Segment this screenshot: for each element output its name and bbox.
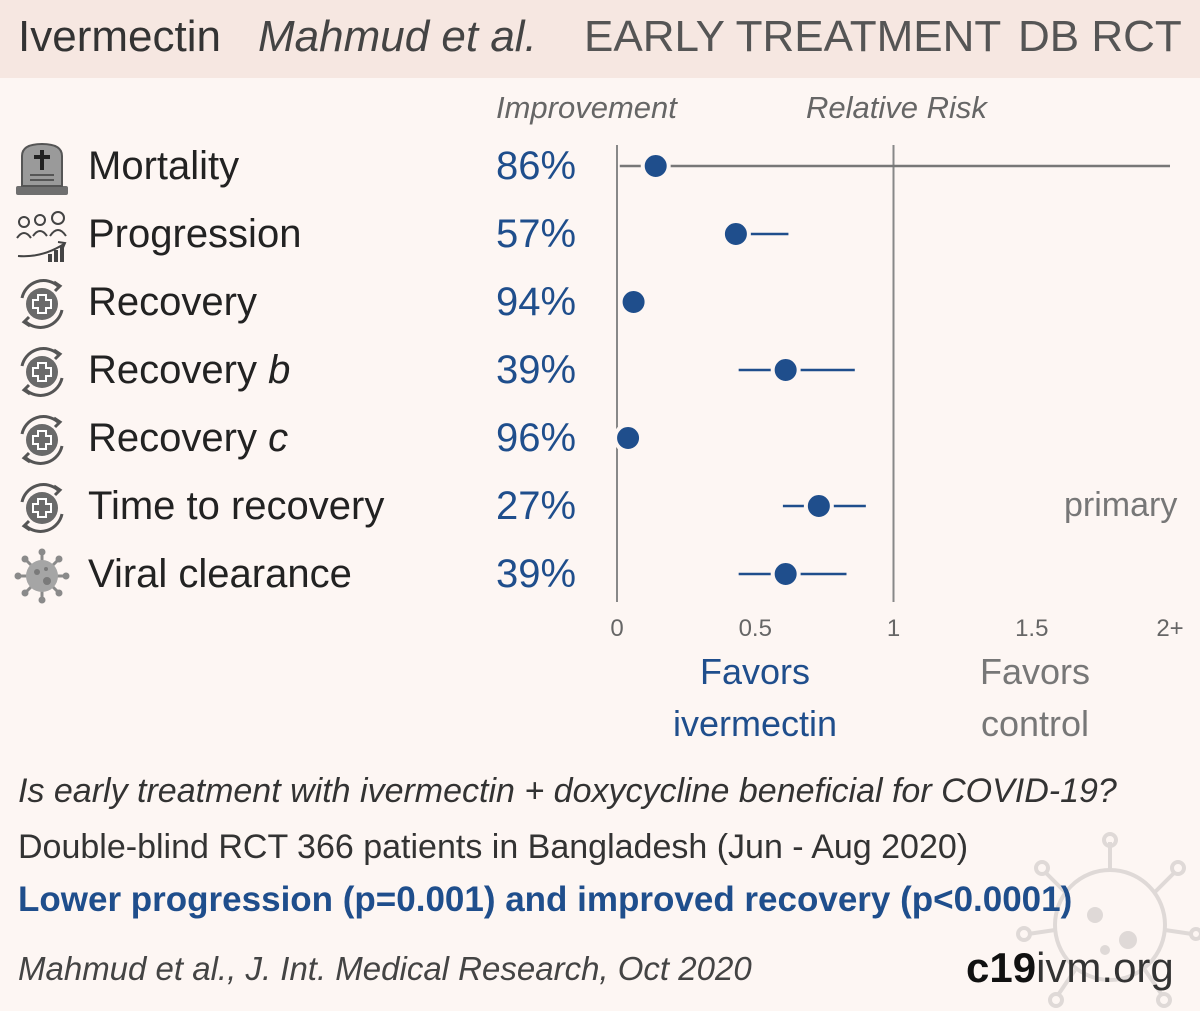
- estimate-point: [613, 423, 644, 453]
- estimate-point: [770, 355, 801, 385]
- treatment-stage: EARLY TREATMENT: [584, 12, 1002, 61]
- study-question: Is early treatment with ivermectin + dox…: [18, 772, 1117, 810]
- improvement-value: 39%: [496, 348, 577, 392]
- citation: Mahmud et al., J. Int. Medical Research,…: [18, 950, 752, 987]
- relative-risk-column-header: Relative Risk: [806, 90, 987, 125]
- x-tick-label: 1: [887, 615, 900, 642]
- improvement-value: 57%: [496, 212, 577, 256]
- study-description: Double-blind RCT 366 patients in Banglad…: [18, 828, 969, 866]
- outcome-label: Recovery b: [88, 348, 291, 392]
- study-conclusion: Lower progression (p=0.001) and improved…: [18, 880, 1073, 919]
- recovery-icon: [20, 483, 64, 533]
- improvement-column-header: Improvement: [496, 90, 677, 125]
- outcome-row-recovery: Recovery 94%: [0, 272, 600, 332]
- outcome-row-progression: Progression 57%: [0, 204, 600, 264]
- study-authors: Mahmud et al.: [258, 12, 537, 61]
- outcome-row-recovery-c: Recovery c 96%: [0, 408, 600, 468]
- virus-icon: [14, 548, 70, 604]
- outcome-row-viral-clearance: Viral clearance 39%: [0, 544, 600, 604]
- site-link[interactable]: c19ivm.org: [966, 944, 1174, 991]
- improvement-value: 86%: [496, 144, 577, 188]
- estimate-point: [618, 287, 649, 317]
- outcome-row-mortality: Mortality 86%: [0, 136, 600, 196]
- primary-outcome-note: primary: [1064, 486, 1178, 524]
- recovery-icon: [20, 347, 64, 397]
- x-tick-label: 0: [610, 615, 623, 642]
- improvement-value: 27%: [496, 484, 577, 528]
- recovery-icon: [20, 279, 64, 329]
- outcome-row-recovery-b: Recovery b 39%: [0, 340, 600, 400]
- outcome-label: Progression: [88, 212, 302, 256]
- outcome-label: Viral clearance: [88, 552, 352, 596]
- improvement-value: 96%: [496, 416, 577, 460]
- improvement-value: 39%: [496, 552, 577, 596]
- x-tick-label: 1.5: [1015, 615, 1048, 642]
- outcome-label: Recovery c: [88, 416, 289, 460]
- x-tick-label: 0.5: [739, 615, 772, 642]
- estimate-point: [770, 559, 801, 589]
- progression-icon: [16, 211, 67, 262]
- drug-name: Ivermectin: [18, 12, 221, 61]
- study-design: DB RCT: [1018, 12, 1182, 61]
- estimate-point: [640, 151, 671, 181]
- tombstone-icon: [16, 142, 68, 195]
- virus-watermark-icon: [1016, 832, 1200, 1008]
- favors-control-label: Favors control: [979, 651, 1091, 744]
- estimate-point: [720, 219, 751, 249]
- outcome-label: Mortality: [88, 144, 240, 188]
- recovery-icon: [20, 415, 64, 465]
- x-tick-label: 2+: [1156, 615, 1183, 642]
- outcome-label: Time to recovery: [88, 484, 385, 528]
- title-bar: Ivermectin Mahmud et al. EARLY TREATMENT…: [0, 0, 1200, 78]
- outcome-label: Recovery: [88, 280, 257, 324]
- outcome-row-time-to-recovery: Time to recovery 27%: [0, 476, 600, 536]
- favors-ivermectin-label: Favors ivermectin: [672, 651, 838, 744]
- estimate-point: [803, 491, 834, 521]
- improvement-value: 94%: [496, 280, 577, 324]
